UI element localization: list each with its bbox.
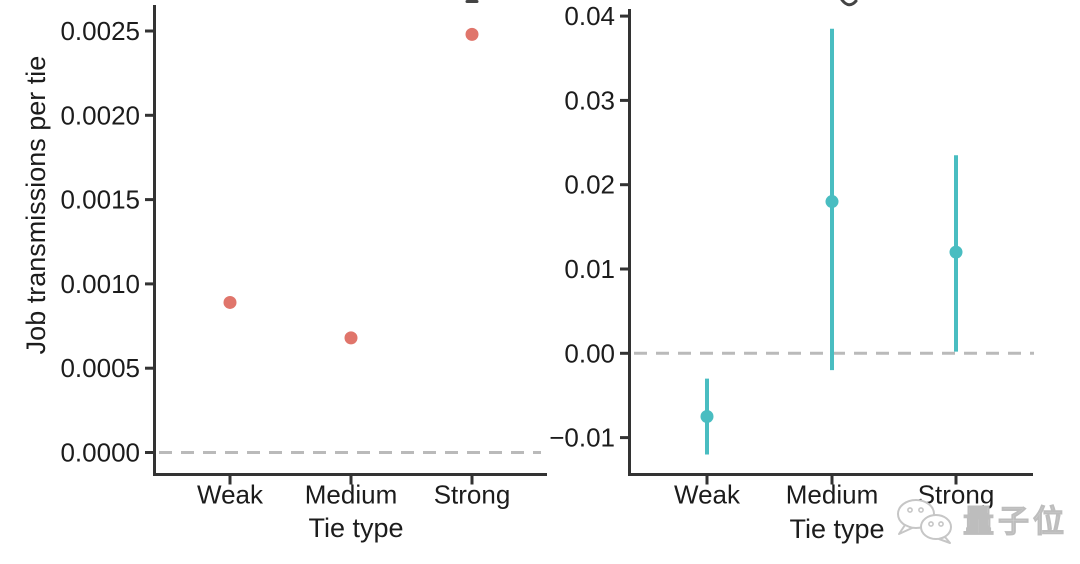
y-tick-label: −0.01 bbox=[549, 423, 615, 453]
y-tick-label: 0.03 bbox=[564, 85, 615, 115]
y-tick-label: 0.0005 bbox=[60, 353, 140, 383]
x-tick-label-strong: Strong bbox=[918, 480, 995, 510]
y-tick-label: 0.01 bbox=[564, 254, 615, 284]
y-axis-title: Job transmissions per tie bbox=[21, 56, 51, 355]
cropped-title-fragment bbox=[840, 0, 858, 7]
point-weak bbox=[223, 295, 237, 309]
x-axis-title: Tie type bbox=[308, 513, 403, 543]
point-strong bbox=[465, 27, 479, 41]
x-tick-label-weak: Weak bbox=[197, 480, 264, 510]
y-tick-label: 0.0020 bbox=[60, 100, 140, 130]
y-tick-label: 0.0010 bbox=[60, 269, 140, 299]
point-medium bbox=[825, 195, 839, 209]
x-axis-title: Tie type bbox=[789, 514, 884, 544]
y-tick-label: 0.0025 bbox=[60, 16, 140, 46]
point-strong bbox=[949, 245, 963, 259]
y-tick-label: 0.04 bbox=[564, 1, 615, 31]
x-tick-label-medium: Medium bbox=[786, 480, 878, 510]
x-tick-label-medium: Medium bbox=[305, 480, 397, 510]
point-medium bbox=[344, 331, 358, 345]
x-tick-label-weak: Weak bbox=[674, 480, 741, 510]
y-tick-label: 0.02 bbox=[564, 170, 615, 200]
x-tick-label-strong: Strong bbox=[434, 480, 511, 510]
point-weak bbox=[700, 410, 714, 424]
y-tick-label: 0.00 bbox=[564, 338, 615, 368]
y-tick-label: 0.0000 bbox=[60, 438, 140, 468]
y-tick-label: 0.0015 bbox=[60, 185, 140, 215]
